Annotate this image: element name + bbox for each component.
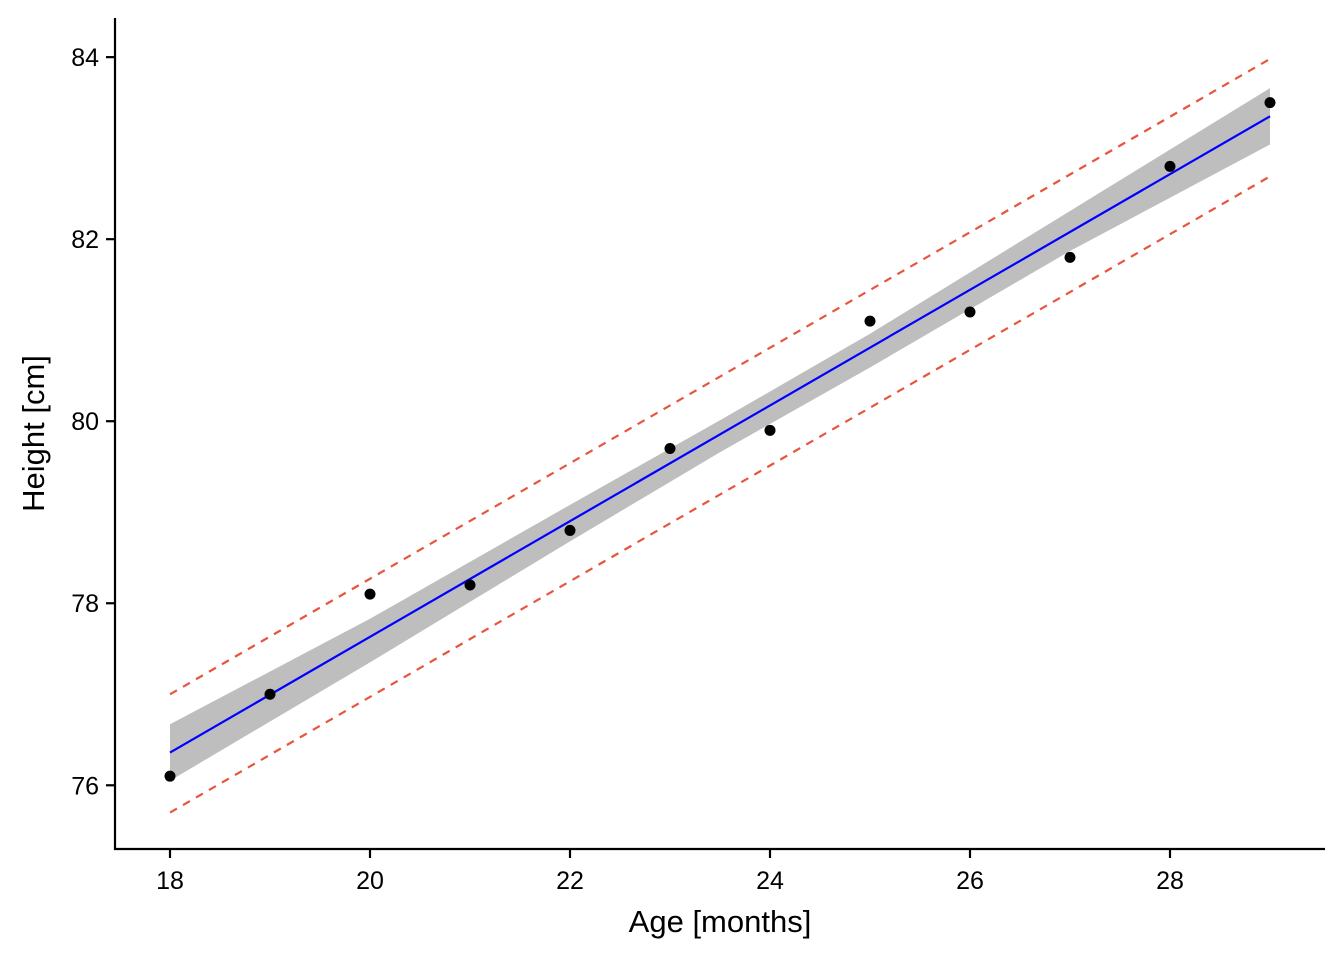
data-point [964,306,976,318]
data-point [464,579,476,591]
axes: 76 78 80 82 84 18 20 22 24 26 28 [71,18,1325,895]
x-axis-title: Age [months] [629,904,812,939]
y-axis-ticks: 76 78 80 82 84 [71,44,115,800]
fit-line [169,115,1271,754]
prediction-lower-line [169,175,1271,814]
x-tick-label: 22 [556,867,584,895]
y-tick-label: 82 [71,226,99,254]
prediction-upper-line [169,58,1271,696]
data-point [164,770,176,782]
data-point [1164,160,1176,172]
y-tick-label: 76 [71,772,99,800]
x-tick-label: 28 [1156,867,1184,895]
data-point [1064,251,1076,263]
plot-area [164,58,1276,814]
x-tick-label: 24 [756,867,784,895]
y-axis-title: Height [cm] [16,355,51,512]
y-tick-label: 78 [71,590,99,618]
x-tick-label: 18 [156,867,184,895]
y-tick-label: 80 [71,408,99,436]
y-tick-label: 84 [71,44,99,72]
data-point [564,524,576,536]
x-tick-label: 26 [956,867,984,895]
data-point [764,424,776,436]
x-axis-ticks: 18 20 22 24 26 28 [156,849,1184,895]
data-point [664,443,676,455]
data-point [364,588,376,600]
data-point [1264,97,1276,109]
data-point [264,688,276,700]
data-point [864,315,876,327]
x-tick-label: 20 [356,867,384,895]
